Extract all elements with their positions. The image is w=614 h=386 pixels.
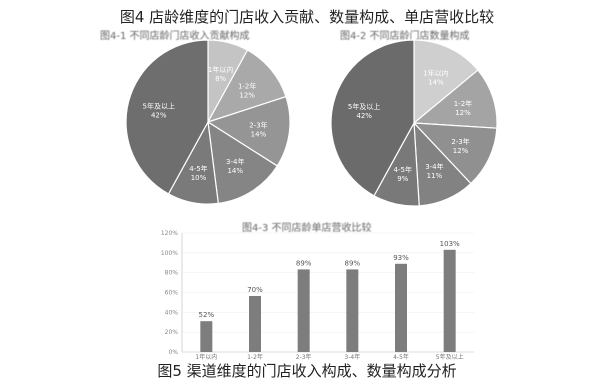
y-tick-label: 80% [165,270,179,277]
x-category-label: 1年以内 [195,353,217,361]
pie-slice-value: 11% [427,172,443,180]
pie-slice-label: 3-4年 [425,162,443,171]
bar-chart-title: 图4-3 不同店龄单店营收比较 [242,223,372,234]
bar-value-label: 89% [296,259,312,267]
x-category-label: 4-5年 [393,353,409,361]
pie-2-title: 图4-2 不同店龄门店数量构成 [340,31,470,42]
pie-slice [412,122,498,185]
bar-value-label: 89% [345,259,361,267]
pie-slice [412,69,498,129]
pie-slice-label: 1年以内 [208,65,233,74]
pie-slice-label: 5年及以上 [348,102,380,111]
pie-slice-label: 4-5年 [189,164,207,173]
pie-slice-value: 12% [453,147,469,155]
pie-slice-value: 14% [251,130,267,138]
pie-1-title: 图4-1 不同店龄门店收入贡献构成 [100,31,250,42]
pie-slice-label: 1年以内 [423,68,448,77]
bar [297,269,310,352]
y-tick-label: 0% [168,349,178,356]
pie-slice-label: 1-2年 [238,82,256,91]
pie-slice-value: 42% [356,112,372,120]
bar [200,321,213,352]
pie-slice-value: 14% [428,78,444,86]
x-category-label: 2-3年 [296,353,312,361]
y-tick-label: 40% [165,309,179,316]
pie-slice-label: 4-5年 [394,165,412,174]
pie-slice-value: 9% [397,175,408,183]
bar-value-label: 70% [247,286,263,294]
pie-slice-value: 8% [215,75,226,83]
pie-slice-value: 10% [191,174,207,182]
bar [346,269,359,352]
pie-slice [125,39,209,195]
figure-5-caption: 图5 渠道维度的门店收入构成、数量构成分析 [157,362,457,380]
pie-slice-label: 2-3年 [249,120,267,129]
bar [249,296,261,352]
pie-slice-label: 1-2年 [454,99,472,108]
figure-4-caption: 图4 店龄维度的门店收入贡献、数量构成、单店营收比较 [119,8,495,26]
pie-slice [207,120,279,205]
pie-slice-label: 3-4年 [226,157,244,166]
x-category-label: 1-2年 [247,353,263,361]
pie-slice [330,39,415,197]
pie-slice-label: 5年及以上 [143,101,175,110]
bar [395,263,407,352]
y-tick-label: 20% [165,329,179,336]
pie-slice-value: 12% [239,92,255,100]
y-tick-label: 100% [161,250,178,257]
bar [443,249,456,352]
y-tick-label: 120% [161,230,178,237]
bar-value-label: 93% [393,254,409,262]
bar-value-label: 52% [199,311,215,319]
pie-slice-label: 2-3年 [451,137,469,146]
pie-slice [206,95,291,167]
pie-slice-value: 42% [151,111,167,119]
x-category-label: 3-4年 [344,353,360,361]
y-tick-label: 60% [165,290,179,297]
pie-slice-value: 14% [227,167,243,175]
bar-value-label: 103% [440,240,460,248]
pie-slice-value: 12% [455,109,471,117]
pie-slice [206,49,287,124]
pie-slice [413,39,479,125]
x-category-label: 5年及以上 [436,353,464,361]
